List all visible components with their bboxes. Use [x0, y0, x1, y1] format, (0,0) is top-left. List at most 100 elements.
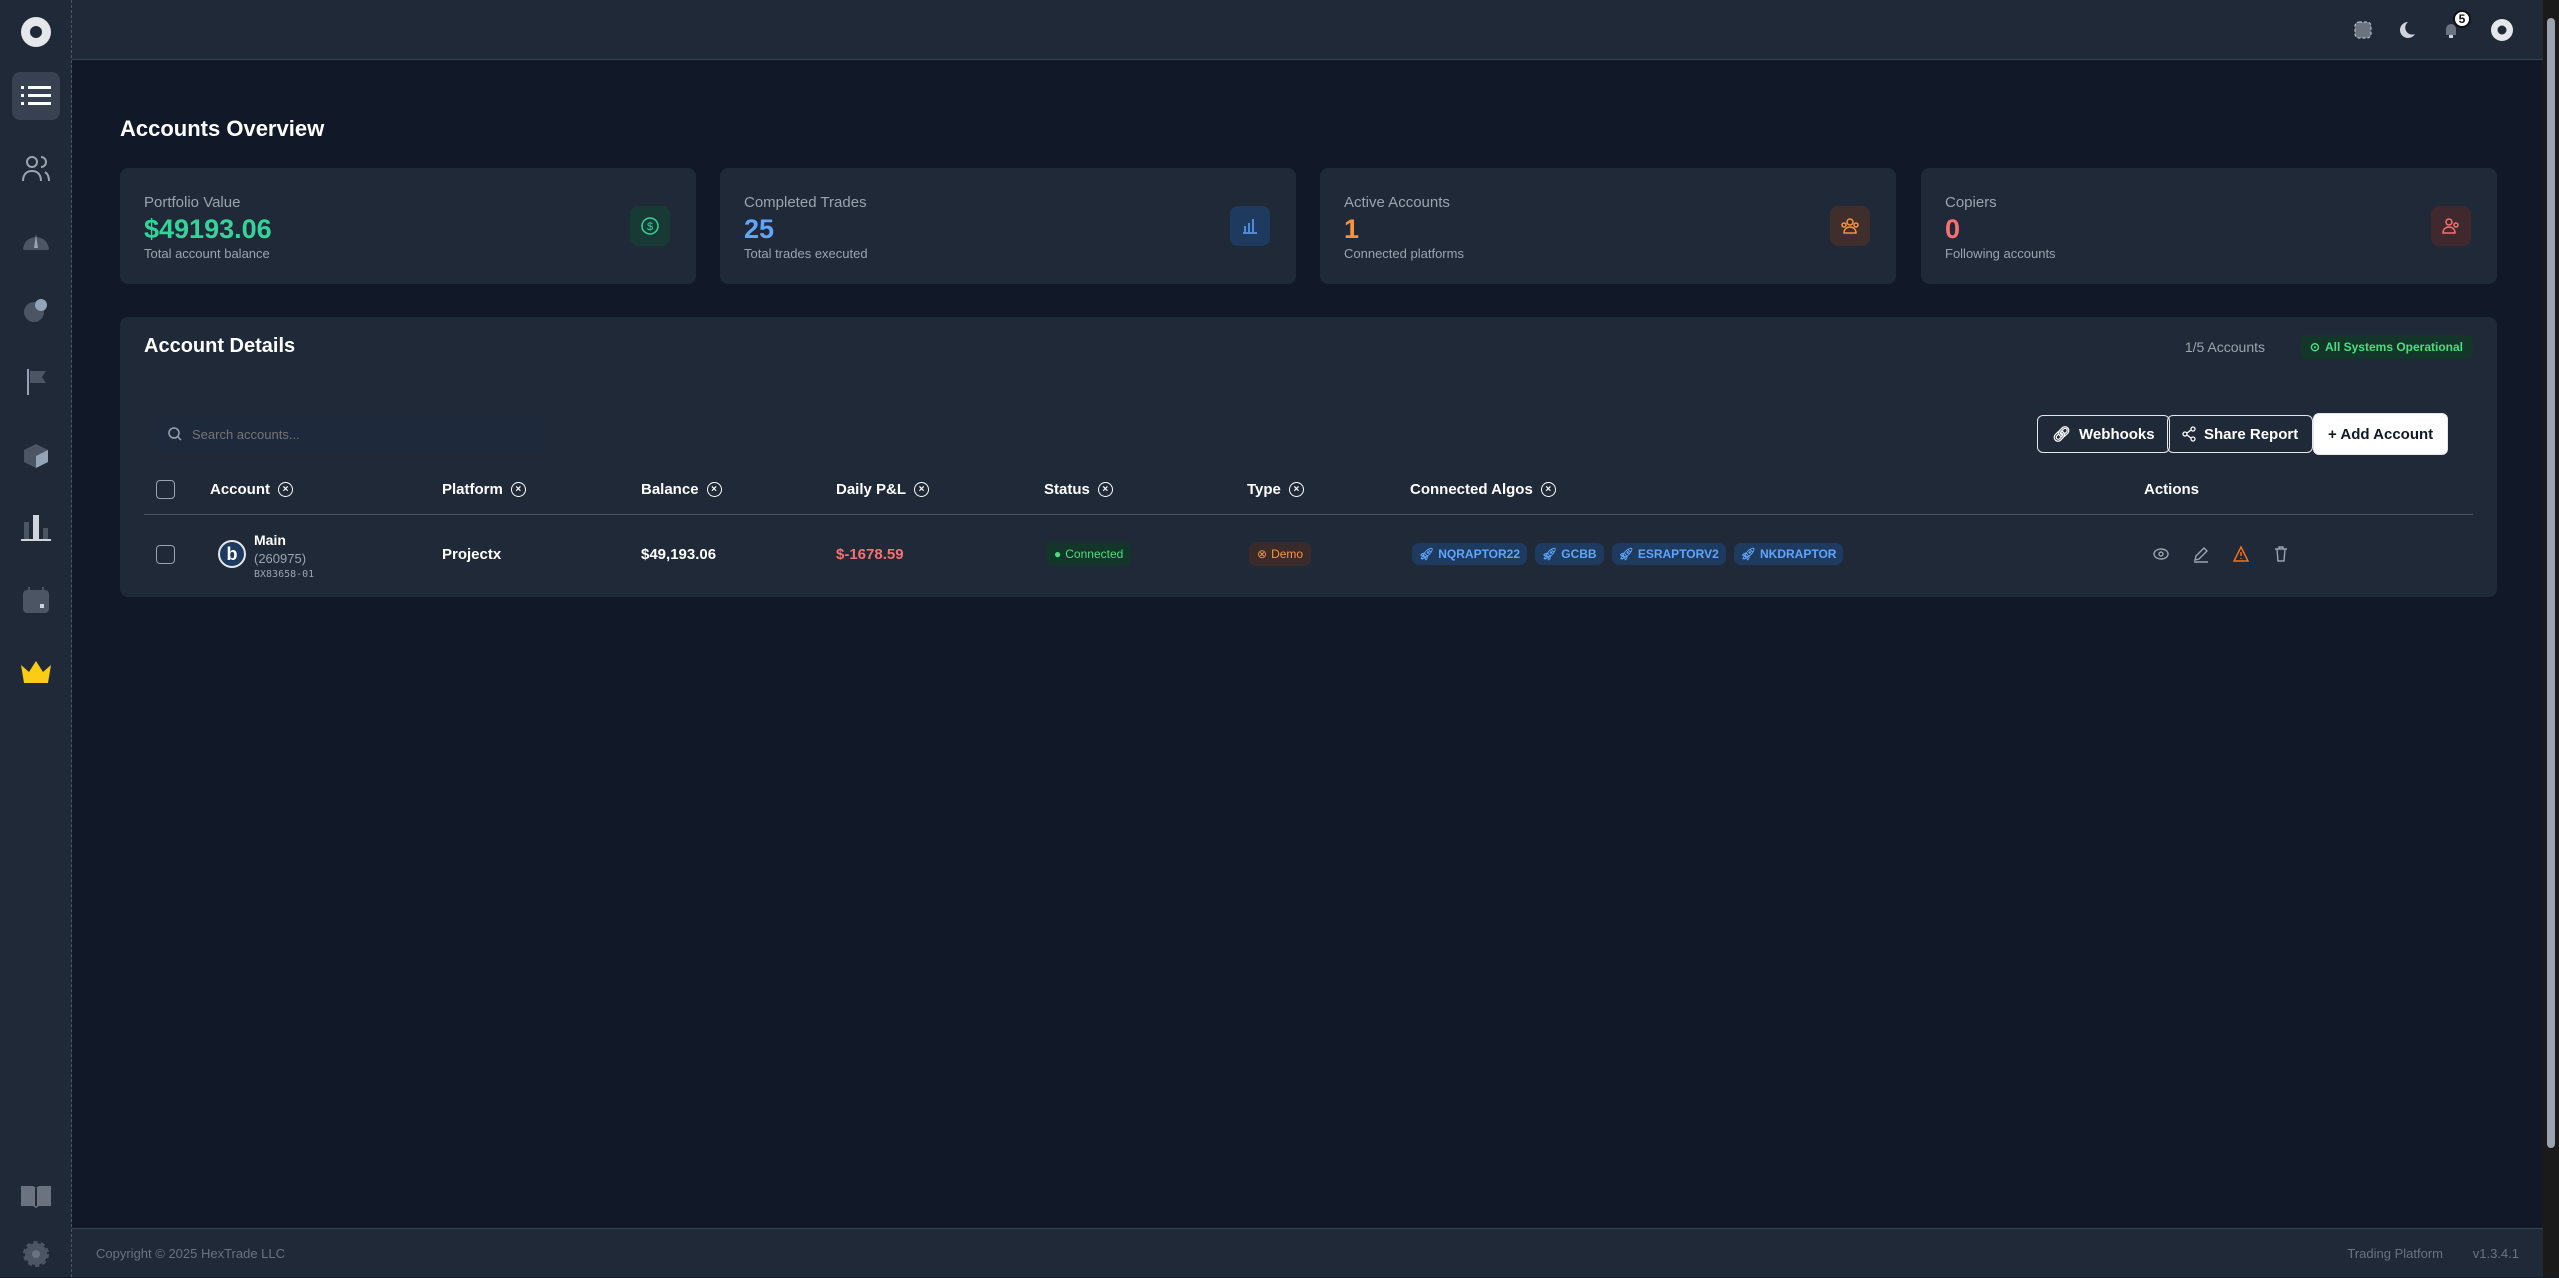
webhooks-button[interactable]: 🔗︎ Webhooks: [2037, 415, 2170, 453]
algo-name: NKDRAPTOR: [1760, 547, 1837, 561]
svg-text:$: $: [647, 221, 653, 233]
search-box[interactable]: [154, 416, 544, 452]
webhooks-label: Webhooks: [2079, 425, 2155, 443]
user-avatar-icon[interactable]: [2488, 16, 2516, 44]
account-code: BX83658-01: [254, 569, 315, 580]
sidebar-item-settings[interactable]: [12, 1230, 60, 1278]
clear-filter-icon[interactable]: ×: [914, 482, 930, 497]
sidebar-item-premium[interactable]: [12, 648, 60, 696]
sidebar-item-users[interactable]: [12, 144, 60, 192]
clear-filter-icon[interactable]: ×: [510, 482, 526, 497]
type-text: Demo: [1271, 547, 1304, 561]
stat-card-portfolio-value: Portfolio Value $49193.06 Total account …: [120, 168, 696, 284]
rocket-icon: 🚀︎: [1419, 547, 1435, 561]
search-icon: [168, 427, 182, 441]
select-all-checkbox[interactable]: [156, 480, 175, 499]
status-dot-icon: ●: [1054, 547, 1062, 561]
column-header-type[interactable]: Type ×: [1247, 481, 1304, 498]
page-scrollbar[interactable]: [2543, 0, 2559, 1277]
share-report-button[interactable]: Share Report: [2167, 415, 2314, 453]
dollar-icon: $: [630, 206, 670, 246]
check-circle-icon: ⊙: [2309, 340, 2320, 354]
copyright-text: Copyright © 2025 HexTrade LLC: [96, 1246, 286, 1261]
type-badge: ⊗ Demo: [1249, 542, 1312, 566]
sidebar: [0, 0, 72, 1277]
column-header-status[interactable]: Status ×: [1044, 481, 1113, 498]
sidebar-item-analytics[interactable]: [12, 286, 60, 334]
stat-subtext: Following accounts: [1945, 246, 2056, 261]
column-header-daily-pnl[interactable]: Daily P&L ×: [836, 481, 930, 498]
header-label: Balance: [641, 481, 699, 498]
account-number: (260975): [254, 551, 307, 566]
clear-filter-icon[interactable]: ×: [1097, 482, 1113, 497]
column-header-platform[interactable]: Platform ×: [442, 481, 526, 498]
link-icon: 🔗︎: [2052, 426, 2072, 443]
clear-filter-icon[interactable]: ×: [278, 482, 293, 497]
algo-tag[interactable]: 🚀︎ NQRAPTOR22: [1412, 543, 1528, 565]
account-details-panel: Account Details 1/5 Accounts ⊙ All System…: [120, 317, 2497, 597]
delete-trash-icon[interactable]: [2272, 545, 2290, 563]
column-header-account[interactable]: Account ×: [210, 481, 293, 498]
moon-icon[interactable]: [2393, 16, 2421, 44]
bar-chart-icon: [1230, 206, 1270, 246]
row-checkbox[interactable]: [156, 545, 175, 564]
account-count: 1/5 Accounts: [2184, 339, 2265, 355]
add-account-label: + Add Account: [2328, 425, 2434, 443]
sidebar-item-calendar[interactable]: [12, 576, 60, 624]
clear-filter-icon[interactable]: ×: [706, 482, 722, 497]
algo-name: NQRAPTOR22: [1438, 547, 1521, 561]
sidebar-item-docs[interactable]: [12, 1172, 60, 1220]
notification-count-badge: 5: [2453, 10, 2471, 28]
sidebar-item-reports[interactable]: [12, 504, 60, 552]
share-report-label: Share Report: [2204, 425, 2299, 443]
column-header-balance[interactable]: Balance ×: [641, 481, 722, 498]
logo-icon[interactable]: [12, 8, 60, 56]
stat-value: 0: [1945, 214, 1961, 244]
column-header-actions: Actions: [2144, 481, 2199, 498]
sidebar-item-accounts[interactable]: [12, 72, 60, 120]
algo-tag[interactable]: 🚀︎ ESRAPTORV2: [1611, 543, 1726, 565]
status-badge: ● Connected: [1046, 542, 1132, 566]
notifications-bell-icon[interactable]: 5: [2437, 10, 2471, 44]
header-label: Account: [210, 481, 270, 498]
page-title: Accounts Overview: [120, 116, 325, 141]
users-group-icon: [1830, 206, 1870, 246]
rocket-icon: 🚀︎: [1618, 547, 1634, 561]
sidebar-item-dashboard[interactable]: [12, 216, 60, 264]
column-header-connected-algos[interactable]: Connected Algos ×: [1410, 481, 1556, 498]
account-name: Main: [254, 532, 286, 548]
algo-name: GCBB: [1561, 547, 1597, 561]
stat-value: 25: [744, 214, 775, 244]
sidebar-item-flag[interactable]: [12, 358, 60, 406]
fullscreen-icon[interactable]: [2349, 16, 2377, 44]
stat-subtext: Total trades executed: [744, 246, 868, 261]
warning-icon[interactable]: [2232, 545, 2250, 563]
stat-label: Portfolio Value: [144, 194, 241, 211]
header-label: Platform: [442, 481, 503, 498]
product-name: Trading Platform: [2347, 1246, 2443, 1261]
algo-tag[interactable]: 🚀︎ GCBB: [1535, 543, 1604, 565]
platform-logo: b: [218, 540, 246, 568]
clear-filter-icon[interactable]: ×: [1288, 482, 1304, 497]
platform-cell: Projectx: [442, 546, 502, 563]
connected-algos: 🚀︎ NQRAPTOR22 🚀︎ GCBB 🚀︎ ESRAPTORV2 🚀︎ NKDRA…: [1412, 543, 1844, 565]
add-account-button[interactable]: + Add Account: [2313, 413, 2449, 455]
header-label: Type: [1247, 481, 1281, 498]
view-eye-icon[interactable]: [2152, 545, 2170, 563]
edit-icon[interactable]: [2192, 545, 2210, 563]
stat-value: $49193.06: [144, 214, 272, 244]
stat-label: Active Accounts: [1344, 194, 1450, 211]
status-text: Connected: [1065, 547, 1124, 561]
sidebar-item-products[interactable]: [12, 432, 60, 480]
clear-filter-icon[interactable]: ×: [1540, 482, 1556, 497]
stat-subtext: Connected platforms: [1344, 246, 1464, 261]
search-input[interactable]: [192, 426, 512, 442]
scrollbar-thumb[interactable]: [2547, 18, 2555, 1148]
stat-label: Completed Trades: [744, 194, 867, 211]
footer: Copyright © 2025 HexTrade LLC Trading Pl…: [72, 1228, 2543, 1277]
algo-name: ESRAPTORV2: [1637, 547, 1719, 561]
stat-card-copiers: Copiers 0 Following accounts: [1921, 168, 2497, 284]
algo-tag[interactable]: 🚀︎ NKDRAPTOR: [1733, 543, 1844, 565]
stat-value: 1: [1344, 214, 1360, 244]
header-label: Connected Algos: [1410, 481, 1533, 498]
